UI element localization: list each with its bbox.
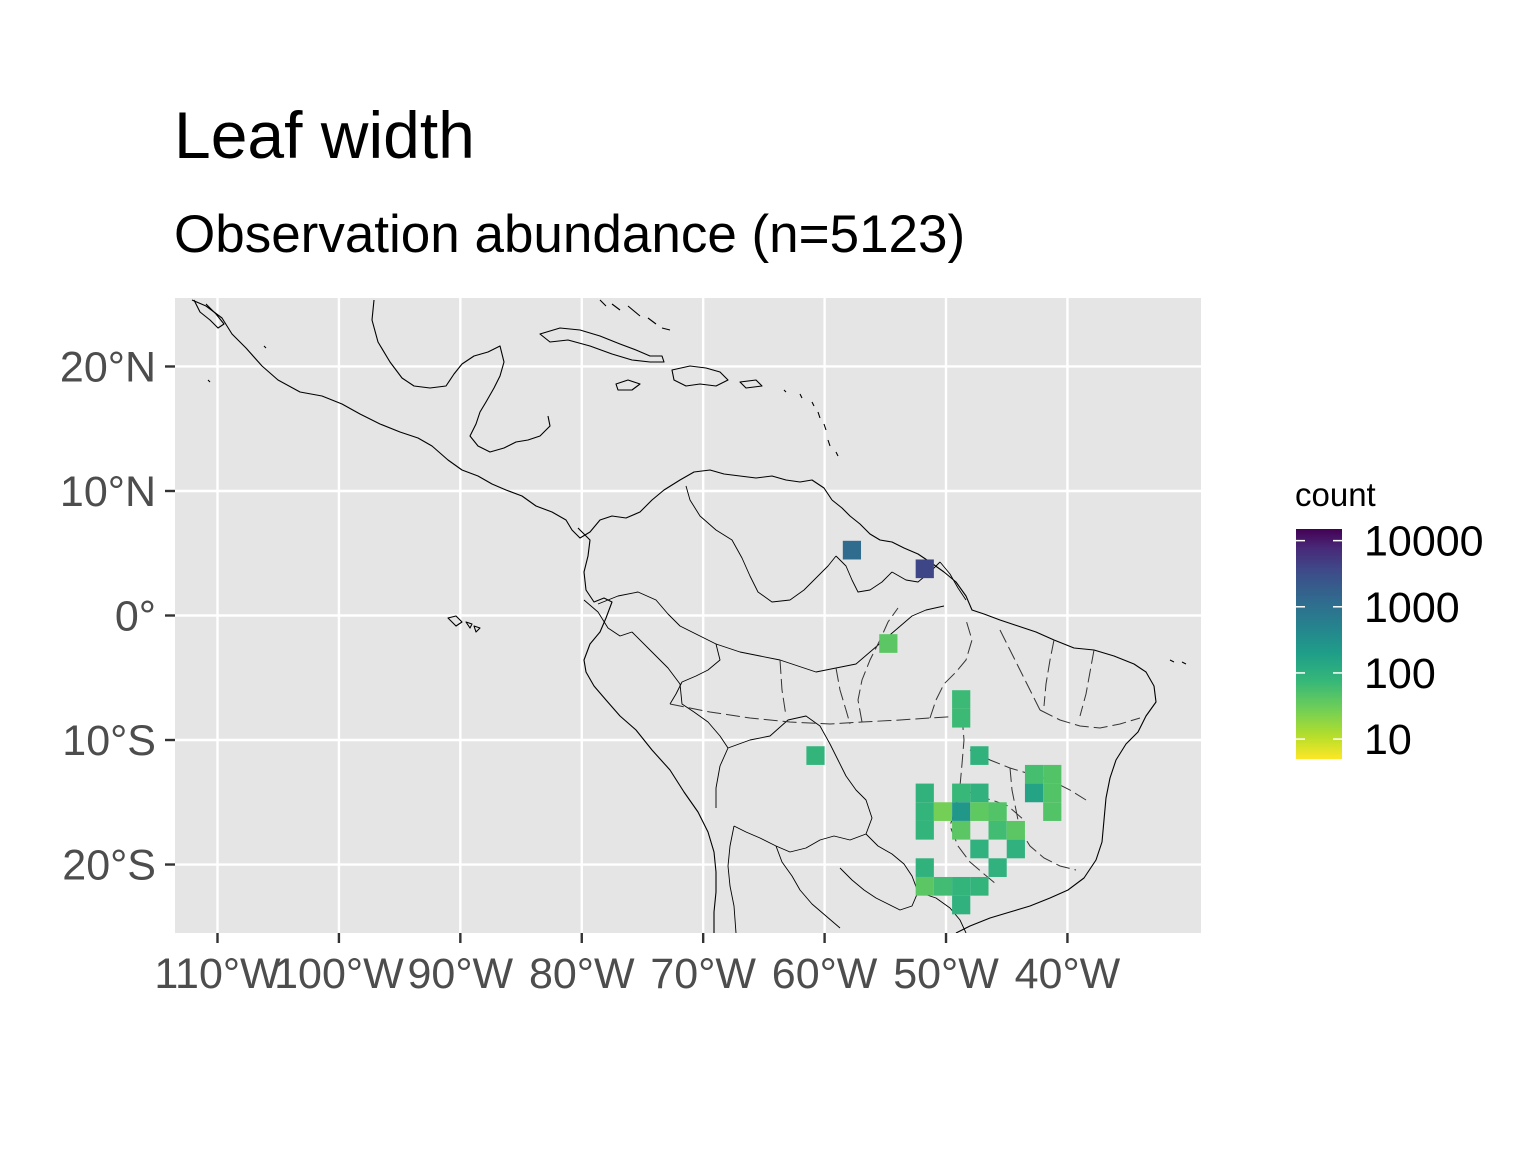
abundance-cell [1006,839,1025,859]
colombia-border [597,591,721,705]
argentina-border [727,825,841,933]
mexico-central-america-coastline [191,299,833,539]
abundance-cell [952,876,971,896]
map-panel [175,298,1201,933]
bahamas-coastline [599,299,671,331]
abundance-cell [970,783,989,803]
brazil-state-line-amazon [779,659,851,725]
legend-label: 10000 [1364,518,1484,566]
abundance-cell [933,876,953,896]
abundance-cell [915,820,934,840]
abundance-cell [1024,764,1044,784]
chart-title: Leaf width [174,98,475,172]
abundance-cell [952,690,971,709]
country-outlines [191,299,1187,933]
hispaniola-coastline [671,365,729,387]
abundance-cell [933,802,953,821]
y-tick-label: 10°S [62,717,156,765]
abundance-cell [1043,764,1062,784]
puerto-rico-coastline [739,379,763,389]
legend-label: 10 [1364,716,1412,764]
abundance-cell [970,802,989,821]
abundance-cell [806,746,825,765]
uruguay-border [917,891,967,933]
legend-label: 1000 [1364,584,1460,632]
cuba-coastline [539,327,665,363]
abundance-cell [952,708,971,728]
legend-ticks: 10 100 1000 10000 [1296,518,1484,764]
french-guiana-border [939,561,967,601]
abundance-cell [988,802,1007,821]
abundance-cell [915,559,934,579]
legend-label: 100 [1364,650,1436,698]
baja-california-coastline [193,299,225,329]
abundance-cell [915,783,934,803]
abundance-cell [879,634,898,653]
y-tick-label: 20°N [60,343,156,391]
graticule [175,298,1201,933]
chart-subtitle: Observation abundance (n=5123) [174,205,965,264]
abundance-cell [1043,783,1062,803]
jamaica-coastline [615,379,641,391]
color-bar [1296,529,1342,759]
abundance-cell [915,876,934,896]
abundance-cell [1043,802,1062,821]
x-tick-label: 70°W [650,950,756,998]
abundance-cell [952,802,971,821]
brazil-state-line-para [857,607,973,723]
abundance-cell [970,876,989,896]
galapagos-islands [447,615,481,633]
abundance-cell [1006,820,1025,840]
brazil-west-border [715,605,945,673]
abundance-cell [952,820,971,840]
x-tick-label: 60°W [772,950,878,998]
abundance-cell [1024,783,1044,803]
abundance-cell [842,540,862,560]
abundance-cell [915,802,934,821]
abundance-cell [970,746,989,765]
abundance-cell [988,820,1007,840]
legend: count 10 100 1000 10000 [1295,476,1484,764]
abundance-cell [952,783,971,803]
abundance-cells [806,540,1062,915]
guyana-border [835,555,893,593]
paraguay-border [839,833,919,911]
x-tick-label: 80°W [529,950,635,998]
y-tick-label: 20°S [62,842,156,890]
abundance-cell [988,858,1007,877]
x-tick-label: 110°W [154,950,281,998]
x-tick-label: 100°W [274,950,404,998]
peru-border [631,631,729,808]
abundance-cell [970,839,989,859]
x-tick-label: 40°W [1015,950,1121,998]
y-axis: 20°N 10°N 0° 10°S 20°S [60,343,175,890]
abundance-cell [952,895,971,915]
brazil-state-line-north [669,703,963,725]
y-tick-label: 10°N [60,468,156,516]
legend-title: count [1295,476,1376,513]
ecuador-border [583,599,633,637]
small-islands [207,345,1187,665]
bolivia-border [727,715,873,853]
brazil-state-line-northeast [999,629,1141,729]
abundance-cell [915,858,934,877]
south-america-coastline [577,499,1157,933]
y-tick-label: 0° [115,593,156,641]
venezuela-border [685,485,837,603]
gulf-of-mexico-coastline [371,299,551,453]
lesser-antilles-coastline [783,389,839,457]
x-tick-label: 90°W [408,950,514,998]
x-tick-label: 50°W [893,950,999,998]
